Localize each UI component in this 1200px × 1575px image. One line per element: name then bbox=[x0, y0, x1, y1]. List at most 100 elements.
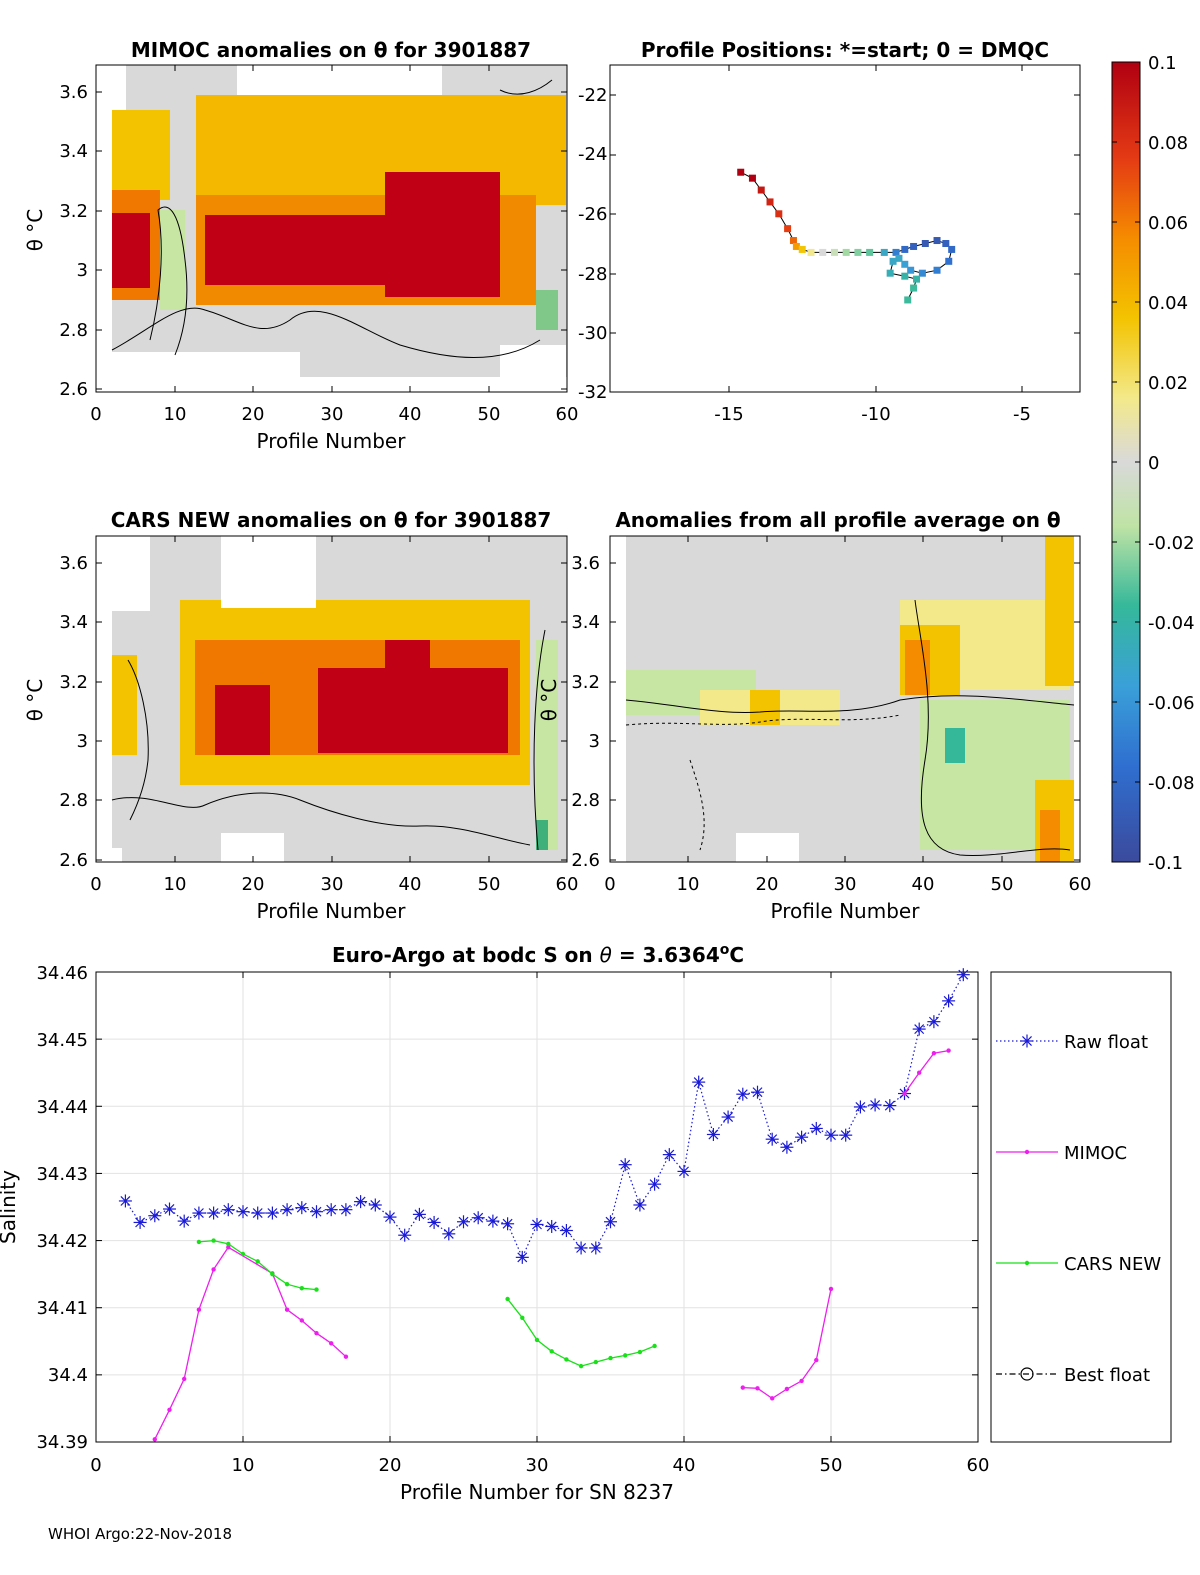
y-tick-label: 2.8 bbox=[59, 320, 88, 341]
profile-position-marker bbox=[886, 269, 894, 277]
raw-float-point bbox=[721, 1110, 735, 1124]
raw-float-point bbox=[133, 1215, 147, 1229]
raw-float-point bbox=[530, 1217, 544, 1231]
profile-position-marker bbox=[737, 168, 745, 176]
cars-new-point bbox=[564, 1357, 569, 1362]
mimoc-point bbox=[902, 1091, 907, 1096]
colorbar-tick-label: 0.06 bbox=[1148, 213, 1188, 234]
cars-new-point bbox=[255, 1259, 260, 1264]
y-tick-label: 34.45 bbox=[36, 1030, 88, 1051]
legend-marker-cars-new bbox=[1024, 1260, 1030, 1266]
raw-float-point bbox=[295, 1201, 309, 1215]
y-axis-label: θ °C bbox=[537, 679, 561, 722]
profile-position-marker bbox=[889, 257, 897, 265]
y-tick-label: 34.4 bbox=[48, 1365, 88, 1386]
y-tick-label: 3.4 bbox=[59, 612, 88, 633]
cool-anomaly bbox=[536, 820, 548, 850]
legend-box bbox=[990, 971, 1172, 1443]
raw-float-point bbox=[853, 1100, 867, 1114]
profile-position-marker bbox=[918, 269, 926, 277]
x-tick-labels: 0 10 20 30 40 50 60 bbox=[90, 1455, 989, 1476]
x-tick-label: 40 bbox=[912, 874, 935, 895]
legend-label-cars-new: CARS NEW bbox=[1064, 1254, 1161, 1275]
colorbar-tick-label: -0.1 bbox=[1148, 853, 1183, 874]
cars-new-point bbox=[284, 1282, 290, 1287]
profile-position-marker bbox=[948, 245, 956, 253]
x-tick-label: 20 bbox=[242, 874, 265, 895]
y-tick-label: -26 bbox=[578, 204, 607, 225]
y-axis-label: θ °C bbox=[23, 209, 47, 252]
profile-position-marker bbox=[775, 210, 783, 218]
panel-title: Anomalies from all profile average on θ bbox=[615, 508, 1060, 532]
mimoc-point bbox=[329, 1341, 334, 1346]
y-tick-label: 2.8 bbox=[571, 790, 600, 811]
heatmap-field bbox=[111, 536, 567, 862]
x-axis-label: Profile Number bbox=[257, 899, 407, 923]
mimoc-point bbox=[284, 1307, 290, 1312]
y-tick-label: 2.6 bbox=[59, 379, 88, 400]
profile-position-marker bbox=[913, 275, 921, 283]
colorbar-tick-label: -0.08 bbox=[1148, 773, 1195, 794]
cars-new-point bbox=[520, 1315, 525, 1320]
mimoc-point bbox=[182, 1376, 187, 1382]
colorbar-tick-label: 0.08 bbox=[1148, 133, 1188, 154]
cars-new-line bbox=[507, 1298, 655, 1367]
no-data-region bbox=[112, 848, 122, 862]
y-tick-labels: 3.6 3.4 3.2 3 2.8 2.6 bbox=[59, 553, 88, 871]
raw-float-point bbox=[780, 1140, 794, 1154]
strong-anomaly bbox=[205, 215, 410, 285]
y-tick-labels: 3.6 3.4 3.2 3 2.8 2.6 bbox=[571, 553, 600, 871]
warm-band bbox=[750, 690, 780, 725]
raw-float-point bbox=[604, 1215, 617, 1229]
cars-new-point bbox=[240, 1251, 246, 1257]
profile-position-marker bbox=[901, 260, 909, 268]
y-tick-label: 34.41 bbox=[36, 1298, 88, 1319]
mimoc-point bbox=[167, 1407, 172, 1412]
warm-band bbox=[196, 95, 566, 205]
profile-position-marker bbox=[945, 257, 953, 265]
cars-new-point bbox=[534, 1337, 540, 1343]
x-tick-label: 0 bbox=[90, 404, 101, 425]
mimoc-point bbox=[152, 1437, 157, 1442]
raw-float-point bbox=[442, 1227, 456, 1241]
y-tick-label: -24 bbox=[578, 144, 607, 165]
x-tick-label: 10 bbox=[677, 874, 700, 895]
mimoc-point bbox=[755, 1386, 760, 1391]
raw-float-point bbox=[633, 1198, 647, 1212]
track-line bbox=[740, 171, 953, 301]
legend: Raw float MIMOC CARS NEW Best float bbox=[990, 971, 1172, 1443]
x-tick-label: 20 bbox=[379, 1455, 402, 1476]
profile-position-marker bbox=[789, 237, 797, 245]
no-data-region bbox=[500, 345, 566, 377]
mimoc-point bbox=[946, 1048, 951, 1053]
profile-position-marker bbox=[757, 186, 765, 194]
lat-tick-labels: -22 -24 -26 -28 -30 -32 bbox=[578, 85, 607, 403]
raw-float-point bbox=[236, 1205, 250, 1219]
x-tick-label: 10 bbox=[232, 1455, 255, 1476]
panel-cars-anomalies: CARS NEW anomalies on θ for 3901887 3.6 … bbox=[23, 508, 578, 923]
raw-float-point bbox=[706, 1127, 720, 1141]
y-tick-label: 3.4 bbox=[571, 612, 600, 633]
profile-position-marker bbox=[830, 248, 838, 256]
y-tick-label: 3.2 bbox=[59, 201, 88, 222]
raw-float-point bbox=[751, 1085, 764, 1099]
colorbar-tick-label: -0.02 bbox=[1148, 533, 1195, 554]
x-tick-label: 60 bbox=[556, 404, 579, 425]
panel-profile-average-anomalies: Anomalies from all profile average on θ … bbox=[537, 508, 1091, 923]
raw-float-point bbox=[677, 1164, 691, 1178]
raw-float-point bbox=[148, 1209, 162, 1223]
x-tick-label: 60 bbox=[967, 1455, 990, 1476]
y-tick-label: 3.2 bbox=[59, 672, 88, 693]
profile-position-marker bbox=[748, 174, 756, 182]
x-tick-label: 30 bbox=[834, 874, 857, 895]
x-tick-label: 30 bbox=[321, 404, 344, 425]
colorbar-tick-label: -0.04 bbox=[1148, 613, 1195, 634]
profile-position-marker bbox=[933, 266, 941, 274]
y-tick-label: 34.39 bbox=[36, 1432, 88, 1453]
cool-anomaly bbox=[160, 210, 185, 310]
raw-float-point bbox=[251, 1206, 265, 1220]
mimoc-point bbox=[814, 1357, 819, 1363]
raw-float-point bbox=[354, 1195, 368, 1209]
legend-marker-mimoc bbox=[1024, 1149, 1030, 1155]
raw-float-point bbox=[662, 1148, 676, 1162]
